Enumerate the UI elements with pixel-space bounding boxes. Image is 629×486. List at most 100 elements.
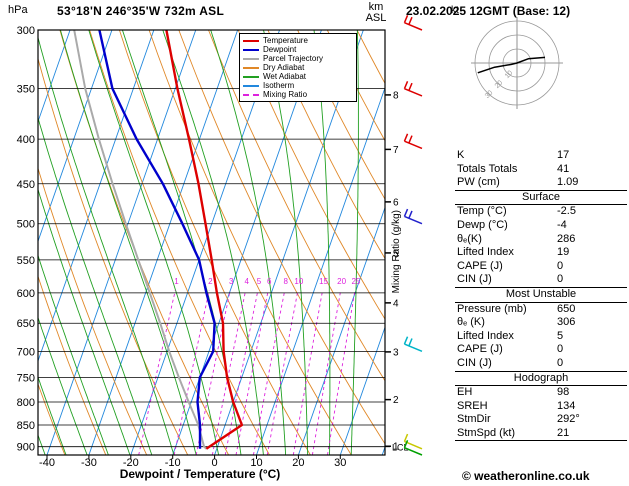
barb-staff [404, 88, 423, 97]
mixing-ratio-label: 5 [257, 277, 262, 286]
stat-value: 41 [557, 162, 570, 175]
section-header-most-unstable: Most Unstable [455, 286, 627, 303]
stat-value: 98 [557, 386, 570, 399]
pressure-tick-label: 600 [17, 288, 35, 300]
stat-label: StmDir [457, 413, 491, 426]
dry-adiabat-line [118, 30, 311, 455]
stat-label: SREH [457, 399, 488, 412]
x-axis-label: Dewpoint / Temperature (°C) [119, 467, 281, 481]
stat-label: Temp (°C) [457, 205, 507, 218]
stat-value: -4 [557, 218, 567, 231]
barb-tick [403, 208, 409, 217]
km-tick-label: 4 [393, 298, 399, 309]
wet-adiabat-line [59, 30, 197, 455]
barb-staff [404, 343, 423, 353]
legend-item: Dry Adiabat [243, 63, 353, 72]
stat-label: θₑ (K) [457, 316, 485, 329]
pressure-tick-label: 500 [17, 219, 35, 231]
mixing-ratio-label: 10 [294, 277, 303, 286]
isotherm-line [38, 30, 155, 363]
stat-row: CAPE (J) 0 [455, 260, 627, 274]
legend-item: Temperature [243, 36, 353, 45]
mixing-ratio-label: 15 [319, 277, 328, 286]
barb-tick [408, 135, 413, 144]
mixing-ratio-label: 20 [337, 277, 346, 286]
hodograph-ring [488, 34, 546, 92]
stat-row: EH 98 [455, 386, 627, 400]
stat-value: 0 [557, 259, 564, 272]
stat-label: EH [457, 386, 473, 399]
stat-label: θₑ(K) [457, 232, 482, 245]
pressure-tick-label: 650 [17, 318, 35, 330]
wet-adiabat-line [210, 30, 287, 455]
stat-label: CAPE (J) [457, 259, 503, 272]
mixing-ratio-label: 1 [174, 277, 179, 286]
station-title: 53°18'N 246°35'W 732m ASL [57, 4, 225, 18]
barb-tick [408, 210, 413, 219]
x-tick-label: -20 [123, 457, 139, 469]
stat-value: 286 [557, 232, 576, 245]
mixing-ratio-label: 6 [267, 277, 272, 286]
stat-value: 21 [557, 426, 570, 439]
stat-row: Pressure (mb) 650 [455, 303, 627, 317]
isotherm-line [339, 325, 385, 455]
km-axis-group: 1 2 3 4 5 6 7 8 [385, 90, 399, 453]
stat-label: Lifted Index [457, 246, 514, 259]
wind-barb [403, 208, 423, 225]
stat-label: Dewp (°C) [457, 218, 508, 231]
mixing-ratio-axis-label: Mixing Ratio (g/kg) [391, 210, 402, 294]
stat-label: StmSpd (kt) [457, 426, 516, 439]
stat-value: 17 [557, 149, 570, 161]
stat-row: Totals Totals 41 [455, 163, 627, 177]
section-header-surface: Surface [455, 189, 627, 206]
hodograph-ring [474, 20, 560, 106]
isotherm-line [297, 206, 385, 455]
wet-adiabat-line [38, 116, 153, 455]
stat-value: 134 [557, 399, 576, 412]
barb-tick [403, 440, 409, 449]
stat-value: -2.5 [557, 205, 576, 218]
mixing-ratio-label: 3 [229, 277, 234, 286]
barb-staff [404, 447, 423, 456]
legend-swatch-parcel-trajectory [243, 57, 259, 60]
pressure-tick-label: 750 [17, 373, 35, 385]
pressure-tick-label: 450 [17, 179, 35, 191]
stat-value: 0 [557, 356, 564, 369]
hodograph-ring [502, 48, 532, 78]
wet-adiabat-line [313, 30, 331, 455]
stat-label: CAPE (J) [457, 343, 503, 356]
hodograph-ring-label: 10 [504, 70, 515, 81]
mixing-ratio-line [292, 290, 324, 455]
dry-adiabat-line [38, 382, 66, 455]
stat-label: K [457, 149, 465, 161]
lcl-marker: LCL [385, 443, 409, 453]
pressure-tick-label: 300 [17, 25, 35, 37]
barb-tick [408, 16, 413, 25]
legend-label: Dewpoint [263, 45, 297, 54]
wet-adiabat-line [121, 30, 242, 455]
hodograph-ring-label: 20 [494, 79, 505, 90]
x-tick-label: 30 [334, 457, 346, 469]
pressure-tick-label: 800 [17, 397, 35, 409]
stat-value: 650 [557, 302, 576, 315]
barb-tick [403, 15, 409, 24]
barb-staff [404, 215, 423, 225]
stat-row: Lifted Index 19 [455, 246, 627, 260]
temperature-curve [165, 30, 244, 450]
barb-staff [404, 140, 423, 150]
isotherm-line [256, 86, 385, 455]
stat-label: PW (cm) [457, 176, 500, 189]
wet-adiabat-line [263, 30, 309, 455]
x-tick-label: -30 [81, 457, 97, 469]
pressure-tick-label: 850 [17, 420, 35, 432]
mixing-ratio-label: 4 [244, 277, 249, 286]
legend-swatch-mixing-ratio [243, 93, 259, 96]
pressure-tick-label: 900 [17, 442, 35, 454]
indices-block: K 17 Totals Totals 41 PW (cm) 1.09 [455, 149, 627, 190]
stat-row: CIN (J) 0 [455, 273, 627, 287]
barb-tick [403, 336, 409, 345]
isotherm-line [46, 30, 197, 455]
stat-row: CIN (J) 0 [455, 357, 627, 371]
stat-row: CAPE (J) 0 [455, 343, 627, 357]
stat-row: θₑ (K) 306 [455, 316, 627, 330]
